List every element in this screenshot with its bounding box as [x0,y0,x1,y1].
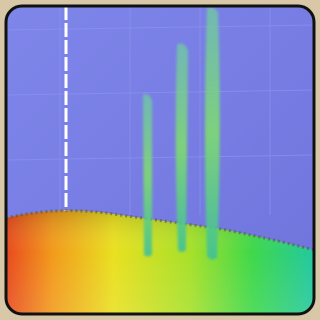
page: (() => { const data = JSON.parse(documen… [0,0,320,320]
plume [176,43,188,252]
plume [205,7,220,260]
plume [143,94,152,256]
scene [0,0,320,320]
viewport [6,6,314,314]
